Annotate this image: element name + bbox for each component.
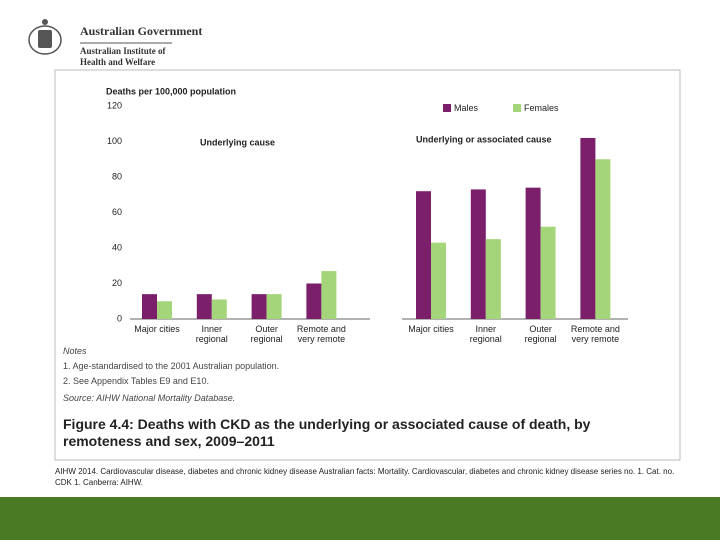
figure-caption: Figure 4.4: Deaths with CKD as the under… — [63, 416, 591, 449]
x-tick-label: Inner regional — [195, 324, 228, 344]
legend-swatch — [513, 104, 521, 112]
source-note: Source: AIHW National Mortality Database… — [63, 393, 236, 403]
notes-heading: Notes — [63, 346, 87, 356]
bar — [485, 239, 501, 319]
figure-frame — [54, 69, 681, 461]
x-tick-label: Outer regional — [524, 324, 557, 344]
bar — [595, 159, 611, 319]
x-tick-label: Major cities — [134, 324, 180, 334]
footer-bar — [0, 497, 720, 540]
bar — [251, 294, 267, 319]
bar — [306, 283, 322, 319]
institute-name: Australian Institute of Health and Welfa… — [80, 46, 166, 67]
bar — [211, 299, 227, 319]
y-tick-label: 80 — [112, 171, 122, 181]
legend-label: Males — [454, 103, 479, 113]
x-tick-label: Major cities — [408, 324, 454, 334]
bar — [157, 301, 172, 319]
logo-crest — [28, 19, 62, 55]
x-tick-label: Remote and very remote — [296, 324, 346, 344]
bar — [196, 294, 212, 319]
bar — [416, 191, 431, 319]
bar — [321, 271, 337, 319]
panel-label: Underlying cause — [200, 137, 275, 147]
x-tick-label: Outer regional — [250, 324, 283, 344]
bar — [525, 187, 541, 319]
legend-swatch — [443, 104, 451, 112]
y-tick-label: 0 — [117, 313, 122, 323]
citation: AIHW 2014. Cardiovascular disease, diabe… — [55, 467, 675, 487]
note-item: 2. See Appendix Tables E9 and E10. — [63, 376, 209, 386]
y-tick-label: 20 — [112, 278, 122, 288]
bar — [580, 137, 596, 319]
note-item: 1. Age-standardised to the 2001 Australi… — [63, 361, 280, 371]
bar — [540, 226, 556, 319]
y-axis-title: Deaths per 100,000 population — [106, 86, 236, 96]
government-name: Australian Government — [80, 24, 203, 38]
bar — [470, 189, 486, 319]
y-tick-label: 60 — [112, 207, 122, 217]
legend-label: Females — [524, 103, 559, 113]
x-tick-label: Inner regional — [469, 324, 502, 344]
y-tick-label: 120 — [107, 100, 122, 110]
x-tick-label: Remote and very remote — [570, 324, 620, 344]
panel-label: Underlying or associated cause — [416, 134, 552, 144]
y-tick-label: 40 — [112, 242, 122, 252]
bar — [142, 294, 157, 319]
y-tick-label: 100 — [107, 136, 122, 146]
bar — [266, 294, 282, 319]
bar — [431, 242, 446, 319]
